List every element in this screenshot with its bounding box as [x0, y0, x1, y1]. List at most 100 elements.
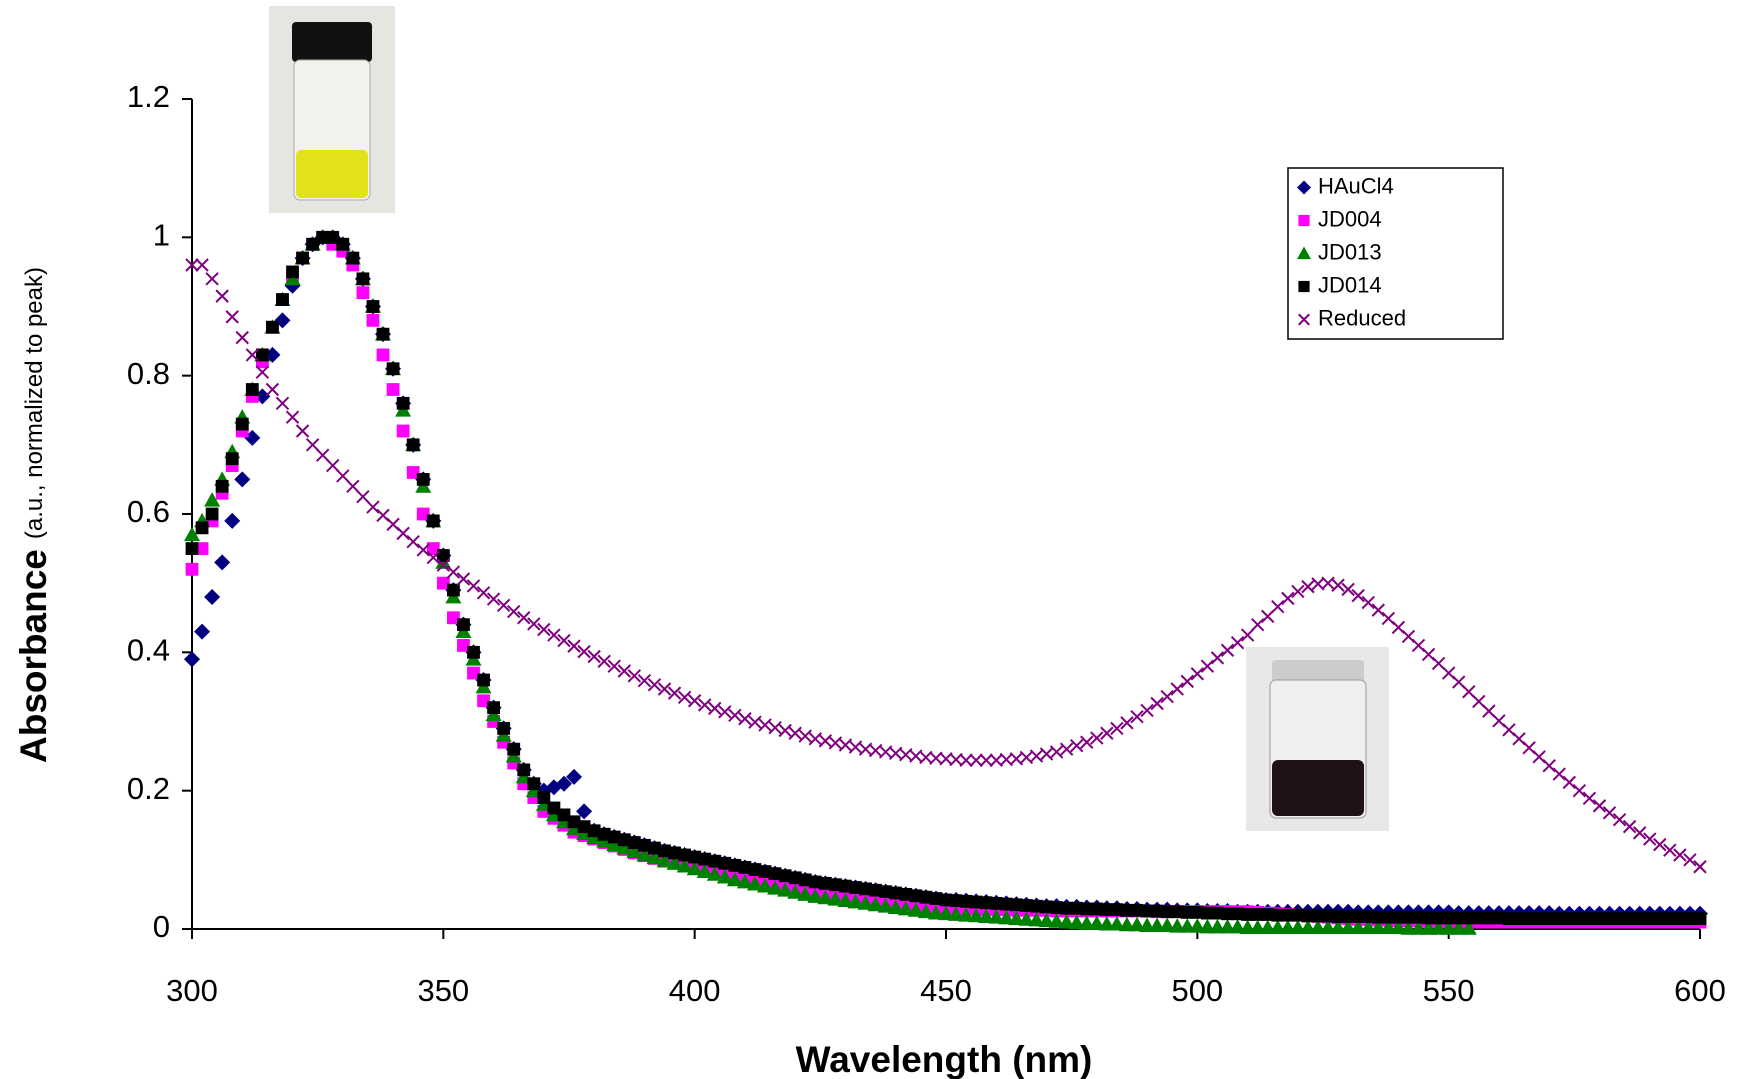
point — [336, 237, 350, 251]
point — [286, 265, 299, 279]
point — [1311, 909, 1325, 923]
point — [1170, 682, 1184, 696]
point — [366, 313, 380, 327]
point — [1250, 617, 1265, 632]
point — [1108, 916, 1125, 931]
point — [195, 521, 209, 535]
point — [1200, 906, 1214, 920]
point — [617, 833, 631, 847]
point — [1361, 595, 1375, 610]
point — [827, 891, 844, 906]
point — [1199, 918, 1216, 934]
point — [296, 251, 309, 265]
point — [1361, 910, 1375, 923]
point — [1239, 919, 1256, 935]
point — [1351, 910, 1365, 923]
point — [1301, 579, 1315, 594]
point — [617, 664, 632, 678]
point — [1180, 674, 1194, 689]
point — [1320, 919, 1337, 935]
point — [1118, 916, 1135, 932]
point — [1180, 906, 1194, 919]
point — [1331, 578, 1345, 592]
point — [185, 542, 199, 555]
y-axis-label: Absorbance (a.u., normalized to peak) — [13, 267, 54, 763]
point — [1301, 909, 1315, 923]
point — [626, 843, 643, 858]
y-tick-label: 1.2 — [127, 79, 170, 114]
point — [1281, 908, 1295, 922]
point — [616, 840, 633, 855]
point — [205, 272, 219, 286]
point — [929, 892, 943, 905]
point — [1040, 900, 1053, 914]
point — [817, 889, 834, 905]
point — [507, 742, 521, 756]
point — [1622, 819, 1637, 834]
point — [376, 348, 390, 362]
point — [476, 586, 491, 600]
point — [968, 907, 985, 923]
point — [1331, 910, 1345, 923]
point — [767, 880, 784, 895]
point — [255, 348, 269, 362]
point — [436, 549, 450, 562]
point — [787, 884, 804, 899]
point — [606, 836, 623, 852]
point — [1623, 912, 1637, 926]
point — [1028, 912, 1045, 927]
point — [346, 479, 360, 494]
point — [1693, 912, 1707, 926]
point — [356, 490, 370, 504]
point — [899, 888, 913, 901]
point — [1140, 904, 1154, 918]
point — [1130, 709, 1144, 724]
point — [1140, 703, 1154, 718]
point — [1653, 837, 1667, 852]
point — [839, 879, 852, 893]
point — [1410, 920, 1427, 935]
point — [728, 858, 742, 872]
point — [336, 469, 350, 483]
point — [1643, 832, 1657, 846]
point — [638, 838, 651, 852]
point — [1572, 912, 1586, 926]
point — [1289, 919, 1306, 935]
point — [326, 458, 340, 473]
point — [1100, 726, 1114, 740]
point — [1532, 912, 1546, 926]
point — [646, 849, 663, 865]
point — [205, 507, 219, 521]
point — [1098, 916, 1115, 931]
legend-label: HAuCl4 — [1318, 173, 1394, 198]
point — [215, 289, 229, 303]
point — [1210, 651, 1225, 665]
point — [726, 871, 743, 887]
point — [1291, 584, 1305, 599]
point — [1371, 603, 1385, 617]
point — [1422, 911, 1435, 925]
x-tick-label: 450 — [920, 973, 972, 1008]
legend-box — [1287, 167, 1504, 340]
point — [1069, 739, 1084, 753]
point — [736, 873, 753, 889]
point — [706, 866, 723, 881]
point — [1430, 920, 1447, 935]
point — [1663, 843, 1677, 857]
point — [1220, 643, 1235, 657]
point — [887, 899, 904, 914]
point — [1068, 914, 1085, 930]
point — [234, 471, 251, 488]
point — [1211, 906, 1224, 920]
point — [859, 882, 872, 896]
point — [1462, 911, 1476, 925]
point — [204, 589, 221, 605]
point — [214, 554, 231, 571]
point — [1653, 912, 1667, 926]
point — [797, 886, 814, 901]
point — [959, 894, 973, 908]
point — [376, 327, 390, 341]
point — [1259, 919, 1276, 935]
point — [1330, 919, 1347, 935]
point — [1593, 912, 1606, 926]
